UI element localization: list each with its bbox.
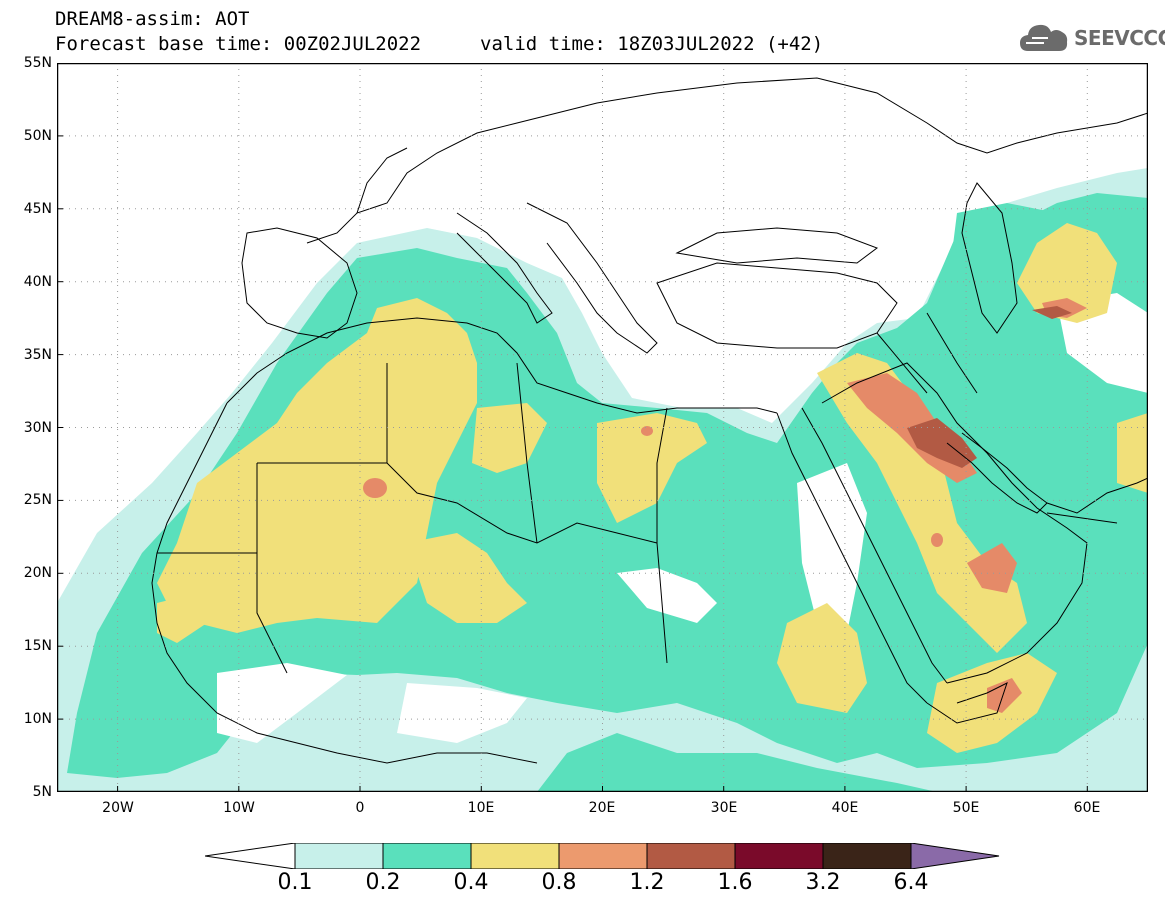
map-title: DREAM8-assim: AOT [55,8,250,30]
colorbar-label-1-2: 1.2 [629,870,665,895]
aot-level5-area [907,306,1072,468]
colorbar-label-0-2: 0.2 [365,870,401,895]
lat-label-35n: 35N [23,347,52,363]
forecast-base-time: Forecast base time: 00Z02JUL2022 [55,33,422,55]
lon-label-20e: 20E [588,800,616,816]
coastlines [151,77,1148,764]
colorbar-swatch-3 [470,843,560,869]
valid-time: valid time: 18Z03JUL2022 (+42) [480,33,824,55]
seevccc-logo: SEEVCCC [1018,20,1165,56]
lon-label-60e: 60E [1073,800,1101,816]
colorbar-swatch-4 [558,843,648,869]
cloud-icon [1020,24,1068,51]
aot-clear-areas [217,283,1148,743]
colorbar-swatch-5 [646,843,736,869]
colorbar-swatch-6 [734,843,824,869]
logo-text: SEEVCCC [1074,26,1165,50]
colorbar-label-0-8: 0.8 [541,870,577,895]
lon-label-10e: 10E [467,800,495,816]
colorbar-label-3-2: 3.2 [805,870,841,895]
colorbar-over-arrow [910,843,1000,869]
lat-label-40n: 40N [23,274,52,290]
tick-marks [57,135,1088,792]
lat-label-50n: 50N [23,128,52,144]
colorbar-swatch-1 [294,843,384,869]
colorbar-label-1-6: 1.6 [717,870,753,895]
lon-label-10w: 10W [223,800,255,816]
lat-label-30n: 30N [23,420,52,436]
colorbar-label-0-4: 0.4 [453,870,489,895]
lat-label-25n: 25N [23,492,52,508]
lat-label-5n: 5N [32,784,52,800]
colorbar-under-arrow [205,843,296,869]
aot-map [57,63,1148,792]
lat-label-10n: 10N [23,711,52,727]
lon-label-40e: 40E [831,800,859,816]
lat-label-45n: 45N [23,201,52,217]
aot-level3-area [157,223,1148,753]
lat-label-55n: 55N [23,55,52,71]
lon-label-50e: 50E [952,800,980,816]
lon-label-30e: 30E [710,800,738,816]
colorbar-swatch-2 [382,843,472,869]
lat-label-15n: 15N [23,638,52,654]
colorbar-label-6-4: 6.4 [893,870,929,895]
lat-label-20n: 20N [23,565,52,581]
colorbar-label-0-1: 0.1 [277,870,313,895]
colorbar [205,843,1000,869]
colorbar-swatch-7 [822,843,912,869]
lon-label-20w: 20W [102,800,134,816]
lon-label-0: 0 [355,800,365,816]
